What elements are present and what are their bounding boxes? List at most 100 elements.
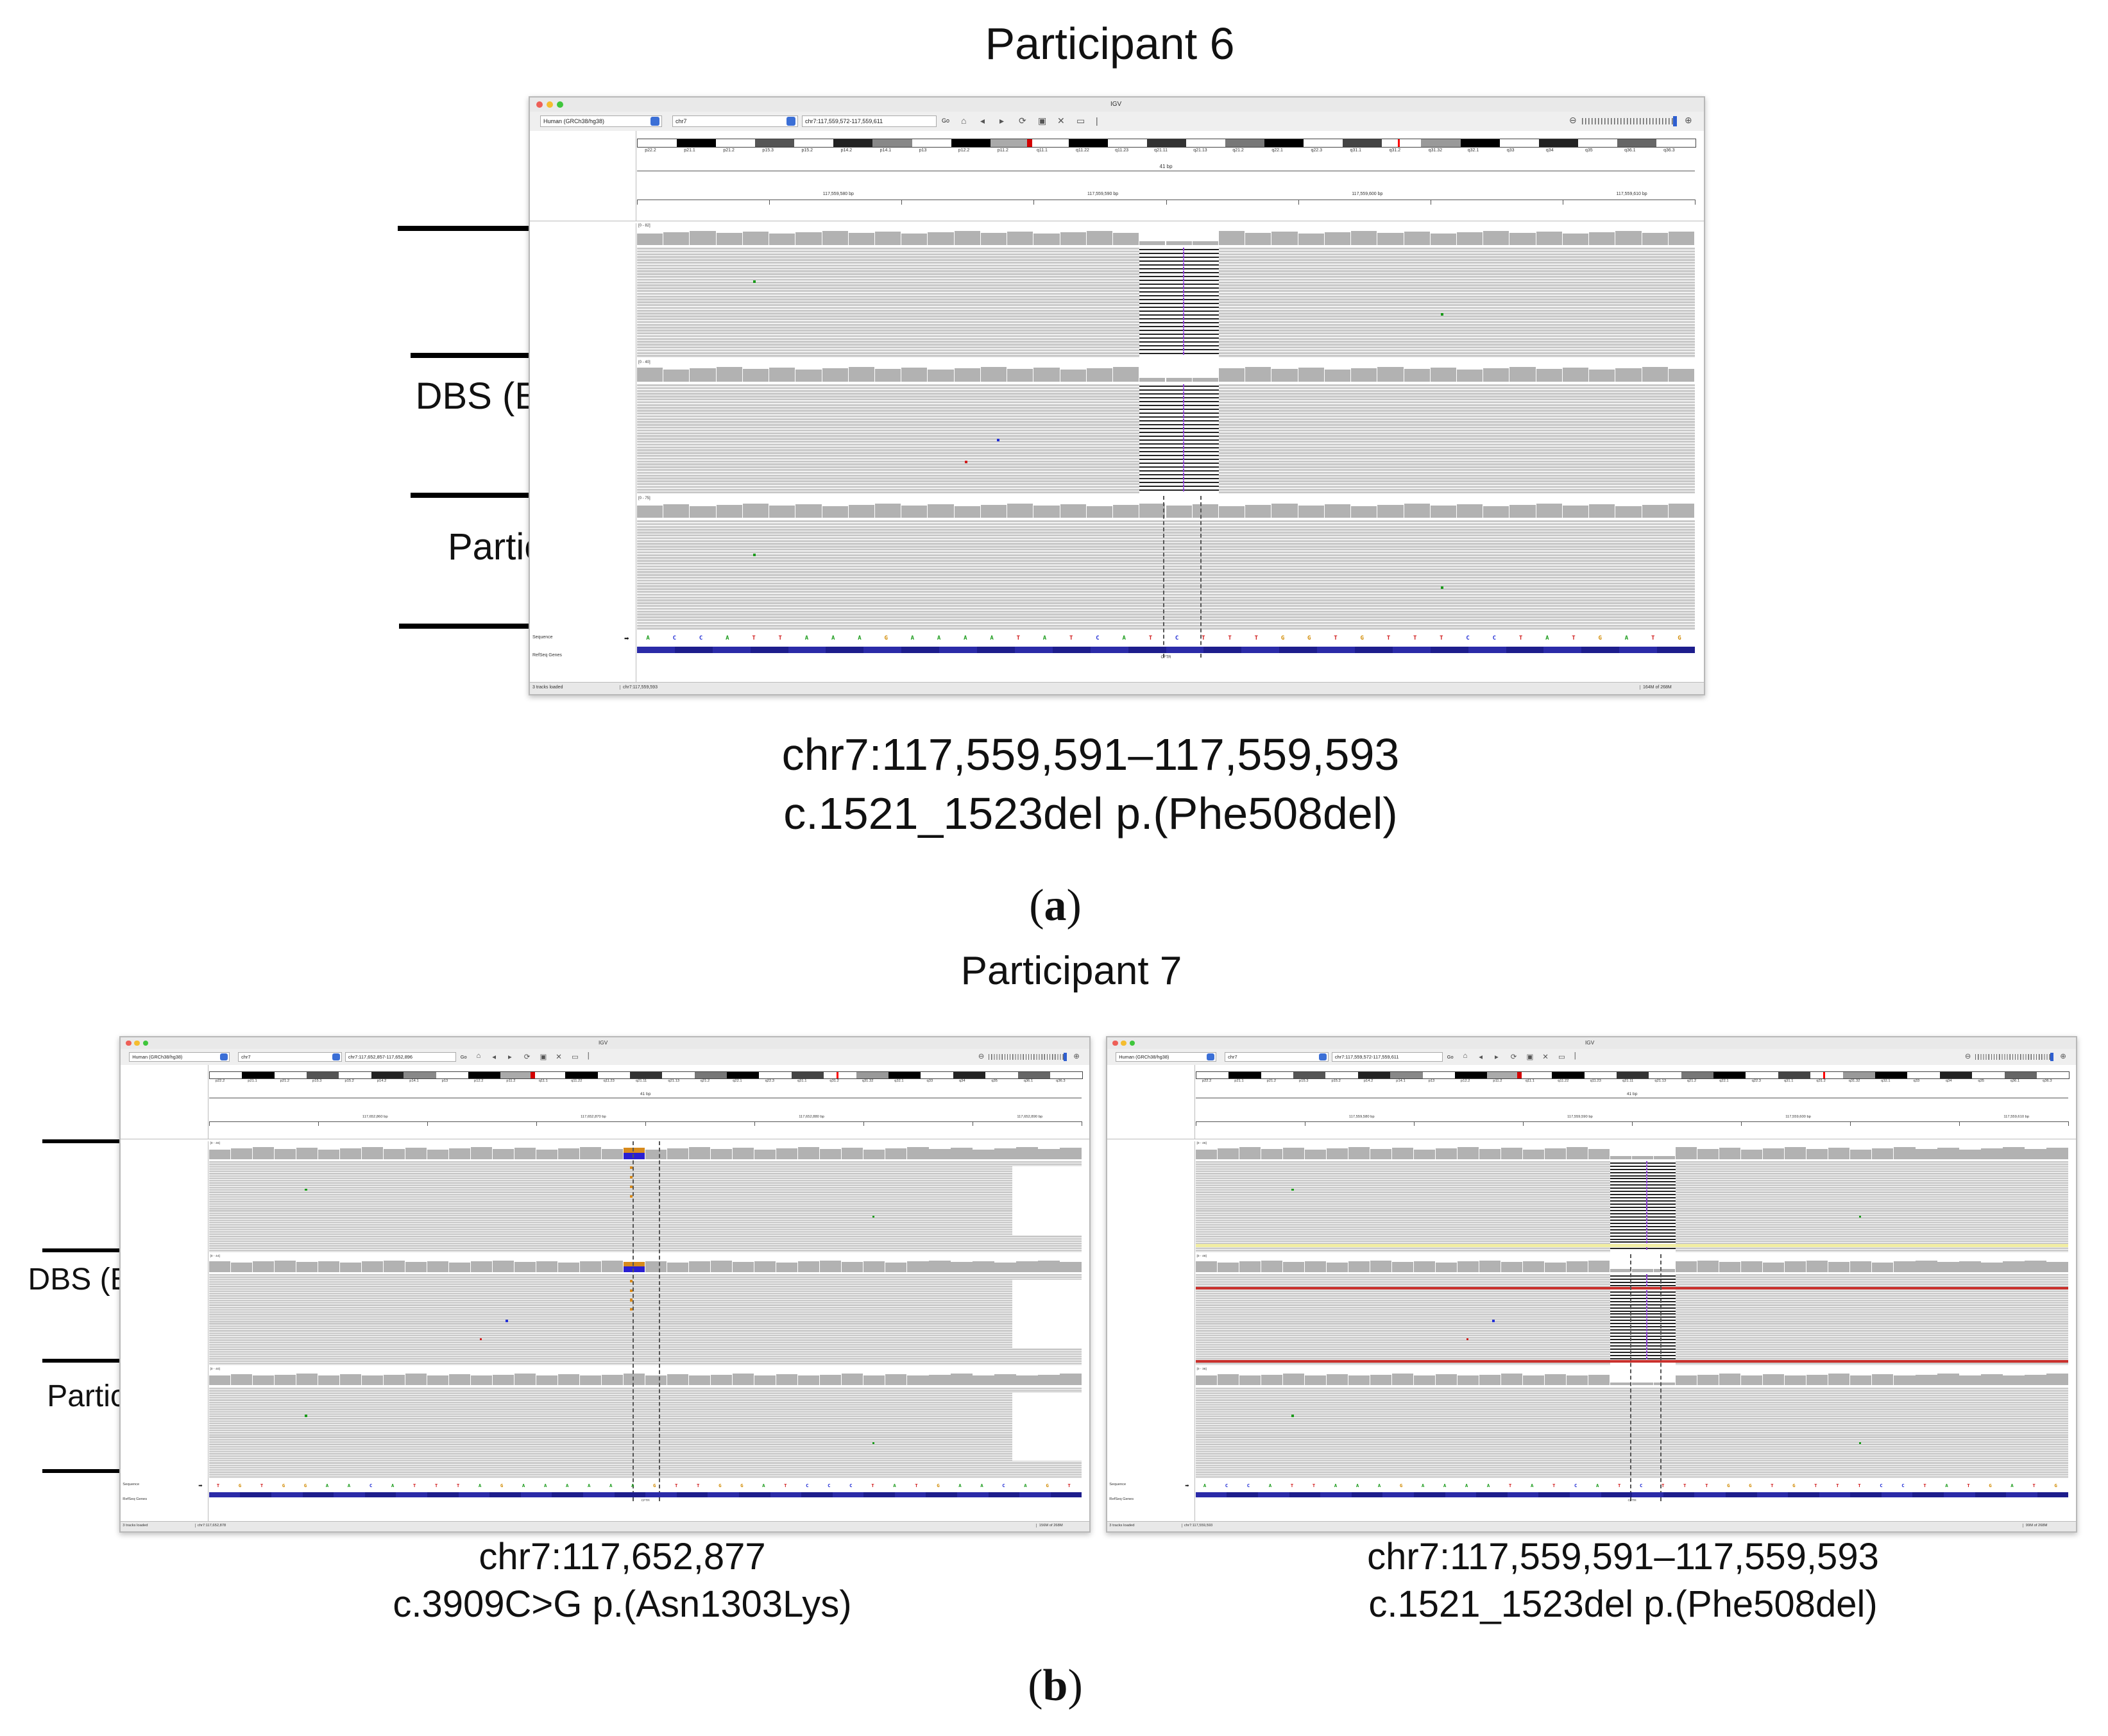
chromosome-dropdown-icon[interactable] — [332, 1053, 340, 1061]
minimize-window-button[interactable] — [134, 1040, 140, 1046]
coverage-track[interactable] — [1195, 1257, 2069, 1273]
home-icon[interactable]: ⌂ — [1463, 1052, 1468, 1060]
refresh-icon[interactable]: ⟳ — [1019, 115, 1026, 126]
refresh-icon[interactable]: ⟳ — [523, 1053, 531, 1062]
divider-icon[interactable]: | — [587, 1052, 590, 1060]
zoom-slider[interactable] — [1582, 118, 1678, 124]
roi-icon[interactable]: ▣ — [1526, 1053, 1534, 1062]
deletion-line — [1610, 1222, 1676, 1224]
chromosome-dropdown-icon[interactable] — [1319, 1053, 1327, 1061]
igv-title-bar[interactable]: IGV — [1107, 1037, 2076, 1050]
igv-window-a[interactable]: IGV Human (GRCh38/hg38) chr7 chr7:117,559,5… — [529, 96, 1705, 695]
alignment-track[interactable] — [208, 1274, 1082, 1366]
clear-icon[interactable]: ✕ — [1057, 115, 1065, 126]
zoom-out-icon[interactable]: ⊖ — [1964, 1053, 1971, 1061]
genome-dropdown-icon[interactable] — [650, 117, 659, 126]
cftr-gene-feature[interactable] — [1195, 1492, 2069, 1498]
popup-icon[interactable]: ▭ — [1558, 1053, 1565, 1062]
refresh-icon[interactable]: ⟳ — [1510, 1053, 1517, 1062]
genome-select[interactable]: Human (GRCh38/hg38) — [1116, 1052, 1216, 1062]
forward-icon[interactable]: ▸ — [999, 115, 1005, 126]
alignment-track[interactable] — [208, 1161, 1082, 1252]
chromosome-select[interactable]: chr7 — [672, 115, 798, 127]
go-button[interactable]: Go — [460, 1053, 467, 1060]
chromosome-ideogram[interactable] — [637, 139, 1696, 148]
back-icon[interactable]: ◂ — [1479, 1053, 1483, 1062]
zoom-window-button[interactable] — [142, 1040, 148, 1046]
popup-icon[interactable]: ▭ — [572, 1053, 579, 1062]
strand-arrow-icon[interactable]: ➡ — [198, 1483, 203, 1489]
chromosome-dropdown-icon[interactable] — [786, 117, 795, 126]
zoom-in-icon[interactable]: ⊕ — [1073, 1053, 1080, 1061]
igv-window-b-left[interactable]: IGV Human (GRCh38/hg38) chr7 chr7:117,652,8… — [119, 1036, 1091, 1533]
minimize-window-button[interactable] — [1121, 1040, 1126, 1046]
ideogram-band — [1454, 1071, 1488, 1078]
back-icon[interactable]: ◂ — [980, 115, 985, 126]
genome-dropdown-icon[interactable] — [220, 1053, 228, 1061]
chromosome-select[interactable]: chr7 — [1225, 1052, 1329, 1062]
zoom-out-icon[interactable]: ⊖ — [1569, 115, 1577, 125]
roi-icon[interactable]: ▣ — [540, 1053, 547, 1062]
igv-window-b-right[interactable]: IGV Human (GRCh38/hg38) chr7 chr7:117,559,5… — [1106, 1036, 2077, 1533]
zoom-window-button[interactable] — [1129, 1040, 1135, 1046]
zoom-thumb[interactable] — [2050, 1052, 2054, 1062]
zoom-slider[interactable] — [989, 1054, 1068, 1060]
zoom-thumb[interactable] — [1064, 1052, 1067, 1062]
alignment-track[interactable] — [637, 520, 1695, 630]
genome-select[interactable]: Human (GRCh38/hg38) — [129, 1052, 230, 1062]
back-icon[interactable]: ◂ — [492, 1053, 497, 1062]
forward-icon[interactable]: ▸ — [1495, 1053, 1499, 1062]
chromosome-select[interactable]: chr7 — [238, 1052, 342, 1062]
alignment-track[interactable] — [1195, 1387, 2069, 1479]
go-button[interactable]: Go — [942, 117, 950, 124]
reference-base: A — [964, 635, 967, 642]
locus-input[interactable]: chr7:117,559,572-117,559,611 — [802, 115, 937, 127]
coverage-track[interactable] — [208, 1370, 1082, 1386]
reference-base: T — [915, 1483, 918, 1489]
roi-icon[interactable]: ▣ — [1038, 115, 1047, 126]
genome-dropdown-icon[interactable] — [1207, 1053, 1214, 1061]
locus-input[interactable]: chr7:117,559,572-117,559,611 — [1331, 1052, 1443, 1062]
coverage-track[interactable] — [1195, 1370, 2069, 1386]
divider-icon[interactable]: | — [1096, 115, 1098, 126]
coverage-track[interactable] — [208, 1145, 1082, 1159]
home-icon[interactable]: ⌂ — [476, 1052, 481, 1060]
coverage-track[interactable] — [208, 1257, 1082, 1273]
chromosome-ideogram[interactable] — [1195, 1071, 2070, 1079]
clear-icon[interactable]: ✕ — [1542, 1053, 1549, 1062]
zoom-in-icon[interactable]: ⊕ — [2060, 1053, 2066, 1061]
zoom-out-icon[interactable]: ⊖ — [978, 1053, 985, 1061]
coverage-track[interactable] — [637, 227, 1695, 245]
igv-title-bar[interactable]: IGV — [121, 1037, 1089, 1050]
cftr-gene-feature[interactable] — [637, 647, 1695, 653]
zoom-window-button[interactable] — [557, 101, 563, 108]
cftr-gene-feature[interactable] — [208, 1492, 1082, 1498]
chromosome-ideogram[interactable] — [208, 1071, 1084, 1079]
clear-icon[interactable]: ✕ — [556, 1053, 562, 1062]
coverage-track[interactable] — [1195, 1145, 2069, 1159]
go-button[interactable]: Go — [1447, 1053, 1454, 1060]
coverage-bar — [1501, 1148, 1523, 1159]
coverage-bar — [994, 1148, 1016, 1159]
band-label: q22.3 — [1311, 148, 1322, 153]
zoom-in-icon[interactable]: ⊕ — [1685, 115, 1692, 125]
igv-title-bar[interactable]: IGV — [530, 98, 1704, 112]
zoom-thumb[interactable] — [1673, 116, 1677, 126]
locus-input[interactable]: chr7:117,652,857-117,652,896 — [344, 1052, 457, 1062]
minimize-window-button[interactable] — [547, 101, 553, 108]
alignment-track[interactable] — [208, 1387, 1082, 1479]
close-window-button[interactable] — [126, 1040, 132, 1046]
close-window-button[interactable] — [536, 101, 543, 108]
strand-arrow-icon[interactable]: ➡ — [1185, 1483, 1189, 1489]
coverage-track[interactable] — [637, 500, 1695, 518]
divider-icon[interactable]: | — [1574, 1052, 1576, 1060]
coverage-track[interactable] — [637, 364, 1695, 382]
popup-icon[interactable]: ▭ — [1076, 115, 1085, 126]
close-window-button[interactable] — [1112, 1040, 1118, 1046]
zoom-slider[interactable] — [1975, 1054, 2055, 1060]
genome-select[interactable]: Human (GRCh38/hg38) — [540, 115, 662, 127]
forward-icon[interactable]: ▸ — [508, 1053, 512, 1062]
home-icon[interactable]: ⌂ — [961, 115, 967, 126]
strand-arrow-icon[interactable]: ➡ — [624, 635, 629, 642]
coverage-bar — [822, 368, 848, 382]
